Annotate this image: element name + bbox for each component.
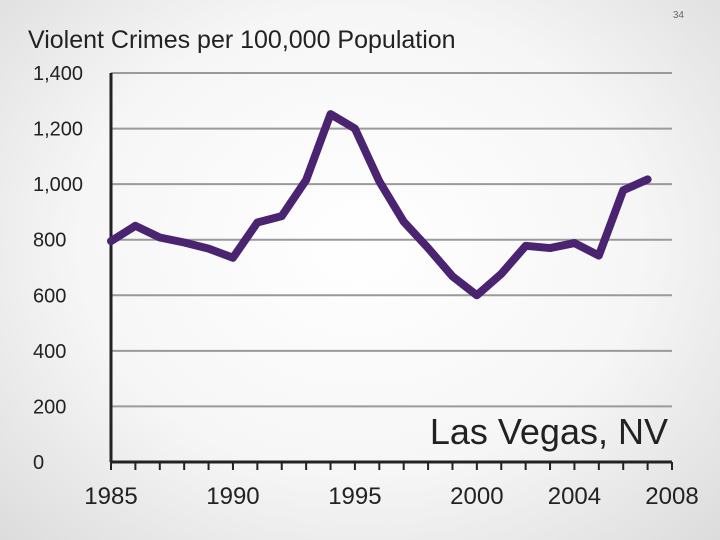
data-point: [645, 177, 650, 182]
data-point: [352, 126, 357, 131]
data-point: [450, 274, 455, 279]
data-point: [401, 219, 406, 224]
y-tick-label: 800: [33, 230, 66, 252]
data-point: [304, 177, 309, 182]
y-tick-label: 600: [33, 285, 66, 307]
data-point: [328, 112, 333, 117]
data-point: [377, 179, 382, 184]
y-tick-label: 200: [33, 396, 66, 418]
series-line: [107, 110, 652, 300]
data-point: [255, 220, 260, 225]
data-point: [230, 255, 235, 260]
y-tick-label: 1,200: [33, 119, 83, 141]
data-point: [182, 240, 187, 245]
data-point: [572, 241, 577, 246]
data-point: [279, 214, 284, 219]
data-point: [499, 271, 504, 276]
x-tick-label: 1985: [84, 483, 137, 510]
data-series: [107, 110, 652, 300]
y-tick-label: 400: [33, 341, 66, 363]
y-tick-labels: 0 200 400 600 800 1,000 1,200 1,400: [33, 63, 83, 474]
x-tick-labels: 1985 1990 1995 2000 2004 2008: [84, 483, 698, 510]
y-tick-label: 1,000: [33, 174, 83, 196]
x-tick-label: 2004: [548, 483, 601, 510]
x-tick-label: 2000: [450, 483, 503, 510]
chart-title: Violent Crimes per 100,000 Population: [28, 26, 456, 54]
x-tick-label: 1995: [328, 483, 381, 510]
data-point: [109, 239, 113, 244]
data-point: [621, 188, 626, 193]
data-point: [474, 293, 479, 298]
y-tick-label: 0: [33, 452, 44, 474]
axes: [109, 73, 673, 470]
data-point: [133, 223, 138, 228]
data-point: [157, 235, 162, 240]
grid-lines: [111, 72, 672, 408]
data-point: [426, 246, 431, 251]
chart-annotation: Las Vegas, NV: [430, 411, 668, 452]
y-tick-label: 1,400: [33, 63, 83, 85]
data-point: [548, 246, 553, 251]
x-tick-label: 1990: [206, 483, 259, 510]
data-point: [523, 243, 528, 248]
data-point: [596, 253, 601, 258]
slide-number: 34: [672, 10, 684, 21]
data-point: [206, 246, 211, 251]
x-tick-label: 2008: [645, 483, 698, 510]
